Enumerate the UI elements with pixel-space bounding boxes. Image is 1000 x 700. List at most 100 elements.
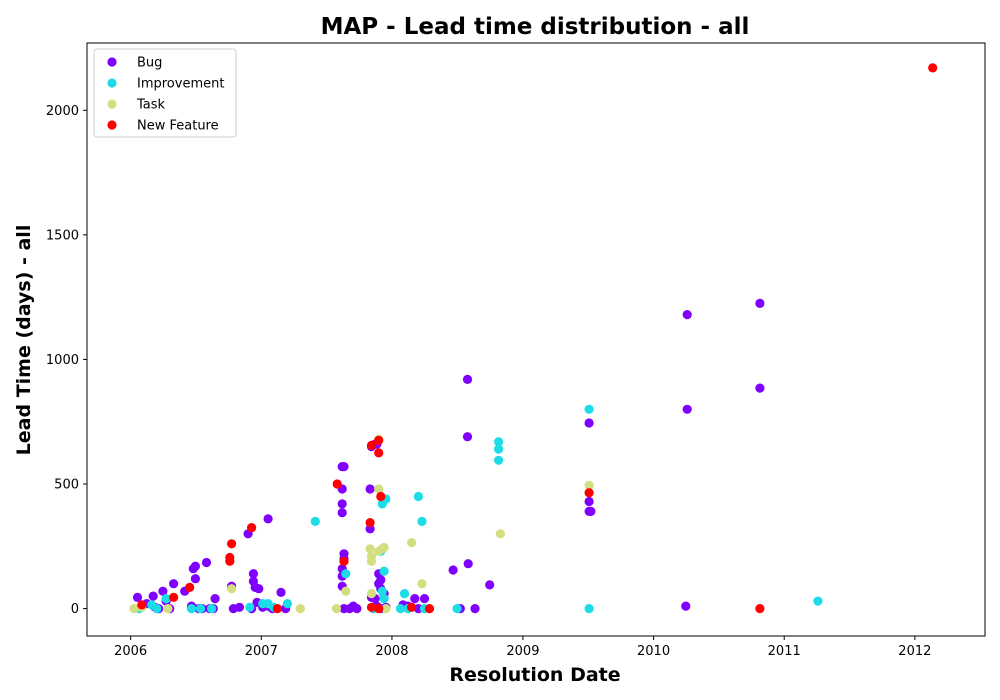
legend-marker-improvement bbox=[107, 78, 117, 88]
data-point-new-feature bbox=[374, 448, 384, 458]
legend-marker-task bbox=[107, 99, 117, 109]
data-point-improvement bbox=[584, 604, 594, 614]
data-point-bug bbox=[276, 587, 286, 598]
data-point-task bbox=[227, 584, 237, 594]
data-point-bug bbox=[410, 594, 420, 604]
data-point-new-feature bbox=[424, 604, 435, 614]
legend-box bbox=[93, 48, 237, 138]
data-point-bug bbox=[755, 383, 765, 393]
data-point-bug bbox=[463, 559, 473, 569]
x-axis-title: Resolution Date bbox=[449, 664, 620, 686]
data-point-task bbox=[366, 556, 377, 566]
data-point-bug bbox=[158, 586, 168, 596]
data-point-new-feature bbox=[584, 488, 594, 498]
data-point-improvement bbox=[494, 455, 504, 465]
data-point-new-feature bbox=[227, 539, 237, 549]
data-point-improvement bbox=[282, 599, 292, 609]
x-axis: 2006 2007 2008 2009 2010 2011 2012 bbox=[114, 636, 931, 659]
data-point-bug bbox=[470, 604, 480, 614]
data-point-new-feature bbox=[366, 602, 377, 612]
data-point-improvement bbox=[452, 604, 462, 614]
data-point-improvement bbox=[245, 602, 255, 612]
y-axis-title: Lead Time (days) - all bbox=[13, 225, 35, 456]
data-point-bug bbox=[263, 514, 273, 524]
data-point-bug bbox=[485, 580, 495, 590]
legend-label-bug: Bug bbox=[137, 56, 162, 71]
series-task bbox=[129, 434, 594, 614]
legend-label-new-feature: New Feature bbox=[137, 119, 219, 134]
plot-area bbox=[86, 42, 986, 637]
data-point-bug bbox=[210, 594, 220, 604]
data-point-task bbox=[584, 480, 594, 490]
data-point-bug bbox=[586, 506, 596, 516]
data-point-bug bbox=[169, 579, 179, 589]
data-point-improvement bbox=[310, 516, 320, 527]
series-improvement bbox=[134, 404, 823, 614]
data-point-bug bbox=[365, 484, 375, 494]
data-point-improvement bbox=[584, 404, 594, 414]
x-tick-label: 2011 bbox=[768, 644, 801, 659]
data-point-bug bbox=[419, 594, 430, 604]
data-point-bug bbox=[352, 604, 362, 614]
data-point-new-feature bbox=[247, 523, 257, 533]
data-point-improvement bbox=[813, 596, 823, 606]
data-point-task bbox=[365, 544, 375, 554]
data-point-new-feature bbox=[928, 63, 938, 73]
data-point-improvement bbox=[413, 491, 423, 502]
data-point-bug bbox=[462, 432, 473, 442]
data-point-bug bbox=[365, 524, 375, 534]
data-point-bug bbox=[337, 508, 347, 518]
data-point-bug bbox=[681, 601, 691, 611]
data-point-bug bbox=[448, 565, 458, 575]
data-point-bug bbox=[132, 592, 143, 603]
data-point-task bbox=[379, 542, 389, 553]
data-point-task bbox=[331, 604, 342, 614]
data-point-improvement bbox=[494, 437, 504, 447]
data-point-bug bbox=[584, 418, 594, 428]
x-tick-label: 2009 bbox=[506, 644, 539, 659]
data-point-bug bbox=[584, 496, 594, 507]
data-point-task bbox=[407, 538, 417, 548]
data-point-bug bbox=[190, 574, 200, 584]
data-point-task bbox=[381, 604, 391, 614]
data-point-bug bbox=[755, 298, 765, 308]
data-point-bug bbox=[234, 602, 245, 612]
series-bug bbox=[132, 298, 765, 614]
data-point-new-feature bbox=[185, 582, 195, 593]
legend-marker-new-feature bbox=[107, 120, 117, 130]
data-point-bug bbox=[254, 584, 264, 594]
x-tick-label: 2006 bbox=[114, 644, 147, 659]
x-tick-label: 2008 bbox=[375, 644, 408, 659]
data-point-bug bbox=[339, 462, 349, 472]
data-point-improvement bbox=[379, 566, 389, 576]
points-layer bbox=[129, 63, 938, 614]
data-point-improvement bbox=[161, 594, 171, 604]
data-point-new-feature bbox=[339, 556, 349, 566]
legend-label-improvement: Improvement bbox=[137, 77, 224, 92]
data-point-bug bbox=[190, 561, 200, 571]
data-point-task bbox=[374, 484, 384, 494]
data-point-new-feature bbox=[365, 518, 375, 528]
data-point-improvement bbox=[379, 594, 389, 604]
data-point-improvement bbox=[186, 604, 197, 614]
data-point-task bbox=[129, 604, 139, 614]
data-point-new-feature bbox=[137, 600, 147, 610]
data-point-bug bbox=[682, 404, 692, 414]
data-point-improvement bbox=[152, 604, 162, 614]
data-point-bug bbox=[337, 499, 347, 509]
data-point-task bbox=[295, 604, 305, 614]
data-point-improvement bbox=[207, 604, 217, 614]
data-point-new-feature bbox=[366, 440, 377, 450]
data-point-bug bbox=[201, 557, 212, 568]
data-point-bug bbox=[248, 569, 258, 579]
data-point-bug bbox=[148, 591, 158, 601]
series-new-feature bbox=[137, 63, 938, 614]
data-point-new-feature bbox=[755, 604, 765, 614]
data-point-bug bbox=[682, 310, 692, 320]
data-point-task bbox=[417, 579, 427, 589]
data-point-task bbox=[163, 604, 173, 614]
y-tick-label: 0 bbox=[71, 602, 79, 617]
data-point-new-feature bbox=[169, 592, 179, 603]
data-point-new-feature bbox=[407, 602, 417, 612]
